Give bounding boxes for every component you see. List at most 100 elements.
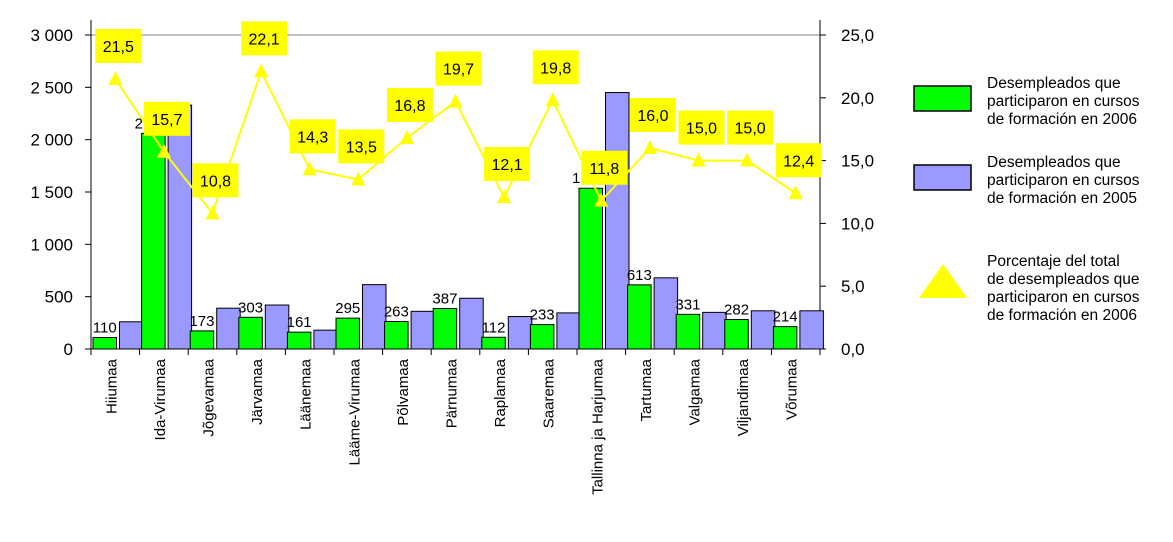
- category-label: Valgamaa: [686, 358, 703, 425]
- percentage-label: 19,8: [540, 60, 571, 77]
- percentage-label: 11,8: [589, 161, 619, 178]
- percentage-label: 10,8: [200, 173, 231, 190]
- percentage-marker: [691, 152, 706, 167]
- percentage-marker: [497, 189, 512, 204]
- category-label: Ida-Virumaa: [152, 358, 169, 440]
- bar-2005: [264, 304, 290, 350]
- data-label-2006: 233: [530, 307, 555, 324]
- bar-2006: [286, 331, 312, 350]
- category-label: Lääme-Virumaa: [346, 358, 363, 465]
- bar-2005: [167, 104, 193, 350]
- y-tick-label-left: 500: [45, 288, 73, 307]
- percentage-label-box: [484, 147, 531, 182]
- y-tick-label-right: 15,0: [841, 152, 874, 171]
- bar-2006: [578, 187, 603, 350]
- bar-2006: [772, 326, 798, 350]
- legend-label: participaron en cursos: [987, 172, 1140, 189]
- legend-label: de formación en 2006: [987, 111, 1137, 128]
- category-label: Põlvamaa: [395, 358, 412, 425]
- category-label: Saaremaa: [541, 358, 558, 428]
- bar-2006: [432, 307, 458, 350]
- percentage-marker: [788, 185, 803, 200]
- bar-2005: [119, 321, 144, 350]
- data-label-2006: 161: [287, 314, 312, 331]
- y-tick-label-left: 2 000: [30, 131, 73, 150]
- percentage-label: 12,4: [783, 153, 814, 170]
- percentage-label: 21,5: [103, 39, 134, 56]
- data-label-2006: 110: [93, 319, 117, 336]
- percentage-label-box: [581, 150, 628, 185]
- bar-2005: [313, 329, 338, 350]
- legend-label: Desempleados que: [987, 154, 1121, 171]
- percentage-label-box: [338, 129, 385, 164]
- legend-label: participaron en cursos: [987, 289, 1140, 306]
- bar-2006: [335, 317, 360, 350]
- bar-2006: [481, 336, 506, 350]
- data-label-2006: 173: [189, 313, 214, 330]
- percentage-label-box: [241, 21, 288, 56]
- legend-label: Porcentaje del total: [987, 253, 1120, 270]
- bar-2005: [507, 316, 533, 350]
- percentage-label: 15,0: [686, 121, 717, 138]
- y-tick-label-right: 25,0: [841, 26, 874, 45]
- percentage-marker: [545, 92, 560, 107]
- bar-2005: [653, 277, 679, 350]
- data-label-2006: 613: [627, 267, 652, 284]
- category-label: Viljandimaa: [735, 358, 752, 436]
- data-label-2006: 112: [482, 319, 506, 336]
- y-tick-label-left: 2 500: [30, 78, 73, 97]
- category-label: Järvamaa: [249, 358, 266, 425]
- legend-label: de formación en 2006: [987, 307, 1137, 324]
- data-label-2006: 331: [675, 296, 700, 313]
- bar-2005: [799, 310, 824, 350]
- category-label: Võrumaa: [784, 358, 801, 420]
- legend-swatch: [913, 85, 972, 112]
- percentage-label-box: [192, 163, 239, 198]
- category-label: Raplamaa: [492, 358, 509, 427]
- data-label-2006: 263: [384, 303, 409, 320]
- data-label-2006: 282: [724, 301, 749, 318]
- y-tick-label-right: 5,0: [841, 277, 865, 296]
- percentage-label-box: [629, 98, 676, 133]
- percentage-label: 16,8: [394, 98, 425, 115]
- percentage-label-box: [532, 50, 579, 85]
- category-label: Pärnumaa: [443, 358, 460, 428]
- percentage-label-box: [95, 28, 142, 63]
- percentage-marker: [302, 161, 317, 176]
- bar-2006: [189, 330, 215, 350]
- bar-2006: [141, 132, 166, 350]
- percentage-label-box: [435, 51, 482, 86]
- percentage-label: 15,0: [735, 121, 766, 138]
- bar-2005: [702, 311, 727, 350]
- percentage-marker: [205, 205, 220, 220]
- bar-2005: [216, 307, 241, 350]
- bar-2005: [556, 312, 581, 350]
- bar-2006: [238, 316, 263, 350]
- category-label: Tallinna ja Harjumaa: [589, 358, 606, 495]
- percentage-label: 13,5: [346, 139, 377, 156]
- percentage-label-box: [727, 110, 774, 145]
- bar-2006: [724, 318, 749, 350]
- percentage-marker: [399, 129, 414, 144]
- bar-2006: [675, 313, 701, 350]
- y-tick-label-right: 10,0: [841, 214, 874, 233]
- percentage-label-box: [386, 87, 433, 122]
- percentage-marker: [254, 63, 269, 78]
- percentage-marker: [351, 171, 366, 186]
- data-label-2006: 303: [238, 299, 263, 316]
- legend-label: de formación en 2005: [987, 190, 1137, 207]
- data-label-2006: 295: [335, 300, 360, 317]
- y-tick-label-left: 3 000: [30, 26, 73, 45]
- bar-2005: [459, 297, 484, 350]
- legend-swatch: [913, 164, 972, 191]
- percentage-marker: [108, 70, 123, 85]
- y-tick-label-left: 0: [64, 340, 73, 359]
- legend-swatch: [919, 264, 967, 298]
- y-tick-label-right: 20,0: [841, 89, 874, 108]
- percentage-marker: [642, 140, 657, 155]
- y-tick-label-right: 0,0: [841, 340, 865, 359]
- percentage-marker: [448, 93, 463, 108]
- bar-2006: [529, 324, 555, 350]
- category-label: Läänemaa: [298, 358, 315, 430]
